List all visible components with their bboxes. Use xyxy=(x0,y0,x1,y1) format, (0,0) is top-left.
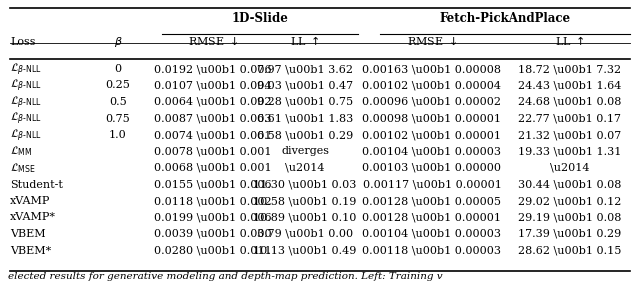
Text: 0.00096 \u00b1 0.00002: 0.00096 \u00b1 0.00002 xyxy=(362,97,502,107)
Text: 9.28 \u00b1 0.75: 9.28 \u00b1 0.75 xyxy=(257,97,353,107)
Text: 6.58 \u00b1 0.29: 6.58 \u00b1 0.29 xyxy=(257,130,353,140)
Text: RMSE $\downarrow$: RMSE $\downarrow$ xyxy=(188,35,238,47)
Text: 0.0155 \u00b1 0.006: 0.0155 \u00b1 0.006 xyxy=(154,180,272,190)
Text: 0.00104 \u00b1 0.00003: 0.00104 \u00b1 0.00003 xyxy=(362,146,502,156)
Text: 0.0078 \u00b1 0.001: 0.0078 \u00b1 0.001 xyxy=(154,146,272,156)
Text: 0.0087 \u00b1 0.003: 0.0087 \u00b1 0.003 xyxy=(154,113,272,123)
Text: 29.19 \u00b1 0.08: 29.19 \u00b1 0.08 xyxy=(518,213,621,223)
Text: 0.00163 \u00b1 0.00008: 0.00163 \u00b1 0.00008 xyxy=(362,64,502,74)
Text: $\mathcal{L}_{\beta\text{-NLL}}$: $\mathcal{L}_{\beta\text{-NLL}}$ xyxy=(10,78,42,94)
Text: xVAMP: xVAMP xyxy=(10,196,51,206)
Text: 28.62 \u00b1 0.15: 28.62 \u00b1 0.15 xyxy=(518,245,621,255)
Text: 0.00104 \u00b1 0.00003: 0.00104 \u00b1 0.00003 xyxy=(362,229,502,239)
Text: 0.00117 \u00b1 0.00001: 0.00117 \u00b1 0.00001 xyxy=(363,180,501,190)
Text: $\mathcal{L}_{\beta\text{-NLL}}$: $\mathcal{L}_{\beta\text{-NLL}}$ xyxy=(10,111,42,127)
Text: 0.0192 \u00b1 0.006: 0.0192 \u00b1 0.006 xyxy=(154,64,272,74)
Text: 29.02 \u00b1 0.12: 29.02 \u00b1 0.12 xyxy=(518,196,621,206)
Text: 19.33 \u00b1 1.31: 19.33 \u00b1 1.31 xyxy=(518,146,621,156)
Text: 0.00118 \u00b1 0.00003: 0.00118 \u00b1 0.00003 xyxy=(362,245,502,255)
Text: $\mathcal{L}_{\beta\text{-NLL}}$: $\mathcal{L}_{\beta\text{-NLL}}$ xyxy=(10,94,42,111)
Text: 0.75: 0.75 xyxy=(106,113,131,123)
Text: VBEM: VBEM xyxy=(10,229,45,239)
Text: LL $\uparrow$: LL $\uparrow$ xyxy=(291,34,320,47)
Text: 0.0064 \u00b1 0.002: 0.0064 \u00b1 0.002 xyxy=(154,97,272,107)
Text: $\mathcal{L}_{\beta\text{-NLL}}$: $\mathcal{L}_{\beta\text{-NLL}}$ xyxy=(10,61,42,78)
Text: 24.68 \u00b1 0.08: 24.68 \u00b1 0.08 xyxy=(518,97,621,107)
Text: 0.0280 \u00b1 0.011: 0.0280 \u00b1 0.011 xyxy=(154,245,272,255)
Text: 30.44 \u00b1 0.08: 30.44 \u00b1 0.08 xyxy=(518,180,621,190)
Text: 0.00103 \u00b1 0.00000: 0.00103 \u00b1 0.00000 xyxy=(362,163,502,173)
Text: \u2014: \u2014 xyxy=(285,163,324,173)
Text: 0.0074 \u00b1 0.001: 0.0074 \u00b1 0.001 xyxy=(154,130,272,140)
Text: 10.58 \u00b1 0.19: 10.58 \u00b1 0.19 xyxy=(253,196,356,206)
Text: $\mathcal{L}_{\text{MM}}$: $\mathcal{L}_{\text{MM}}$ xyxy=(10,144,33,158)
Text: 0.0039 \u00b1 0.000: 0.0039 \u00b1 0.000 xyxy=(154,229,272,239)
Text: 10.89 \u00b1 0.10: 10.89 \u00b1 0.10 xyxy=(253,213,356,223)
Text: 9.03 \u00b1 0.47: 9.03 \u00b1 0.47 xyxy=(257,80,353,91)
Text: 0.00128 \u00b1 0.00001: 0.00128 \u00b1 0.00001 xyxy=(362,213,502,223)
Text: Student-t: Student-t xyxy=(10,180,63,190)
Text: VBEM*: VBEM* xyxy=(10,245,51,255)
Text: 17.39 \u00b1 0.29: 17.39 \u00b1 0.29 xyxy=(518,229,621,239)
Text: 3.79 \u00b1 0.00: 3.79 \u00b1 0.00 xyxy=(257,229,353,239)
Text: $\mathcal{L}_{\beta\text{-NLL}}$: $\mathcal{L}_{\beta\text{-NLL}}$ xyxy=(10,127,42,144)
Text: 6.61 \u00b1 1.83: 6.61 \u00b1 1.83 xyxy=(257,113,353,123)
Text: 7.97 \u00b1 3.62: 7.97 \u00b1 3.62 xyxy=(257,64,353,74)
Text: elected results for generative modeling and depth-map prediction. Left: Training: elected results for generative modeling … xyxy=(8,272,443,281)
Text: 0.00098 \u00b1 0.00001: 0.00098 \u00b1 0.00001 xyxy=(362,113,502,123)
Text: xVAMP*: xVAMP* xyxy=(10,213,56,223)
Text: LL $\uparrow$: LL $\uparrow$ xyxy=(556,34,585,47)
Text: 0.0199 \u00b1 0.006: 0.0199 \u00b1 0.006 xyxy=(154,213,272,223)
Text: 0.00128 \u00b1 0.00005: 0.00128 \u00b1 0.00005 xyxy=(362,196,502,206)
Text: 18.72 \u00b1 7.32: 18.72 \u00b1 7.32 xyxy=(518,64,621,74)
Text: 0.0118 \u00b1 0.002: 0.0118 \u00b1 0.002 xyxy=(154,196,272,206)
Text: RMSE $\downarrow$: RMSE $\downarrow$ xyxy=(407,35,457,47)
Text: 21.32 \u00b1 0.07: 21.32 \u00b1 0.07 xyxy=(518,130,621,140)
Text: 24.43 \u00b1 1.64: 24.43 \u00b1 1.64 xyxy=(518,80,621,91)
Text: 0: 0 xyxy=(115,64,122,74)
Text: 1.0: 1.0 xyxy=(109,130,127,140)
Text: Loss: Loss xyxy=(10,37,35,47)
Text: diverges: diverges xyxy=(281,146,329,156)
Text: 0.25: 0.25 xyxy=(106,80,131,91)
Text: 0.0107 \u00b1 0.004: 0.0107 \u00b1 0.004 xyxy=(154,80,272,91)
Text: 11.30 \u00b1 0.03: 11.30 \u00b1 0.03 xyxy=(253,180,356,190)
Text: 0.5: 0.5 xyxy=(109,97,127,107)
Text: 10.13 \u00b1 0.49: 10.13 \u00b1 0.49 xyxy=(253,245,356,255)
Text: \u2014: \u2014 xyxy=(550,163,589,173)
Text: 0.0068 \u00b1 0.001: 0.0068 \u00b1 0.001 xyxy=(154,163,272,173)
Text: $\beta$: $\beta$ xyxy=(114,35,122,49)
Text: 1D-Slide: 1D-Slide xyxy=(232,12,289,25)
Text: 22.77 \u00b1 0.17: 22.77 \u00b1 0.17 xyxy=(518,113,621,123)
Text: 0.00102 \u00b1 0.00001: 0.00102 \u00b1 0.00001 xyxy=(362,130,502,140)
Text: $\mathcal{L}_{\text{MSE}}$: $\mathcal{L}_{\text{MSE}}$ xyxy=(10,161,36,175)
Text: Fetch-PickAndPlace: Fetch-PickAndPlace xyxy=(440,12,571,25)
Text: 0.00102 \u00b1 0.00004: 0.00102 \u00b1 0.00004 xyxy=(362,80,502,91)
